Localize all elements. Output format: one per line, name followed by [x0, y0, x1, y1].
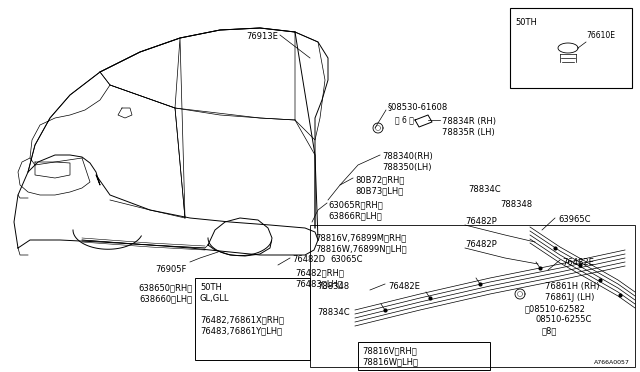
Text: 78834C: 78834C — [317, 308, 349, 317]
Bar — [195, 278, 310, 360]
Text: 78816V〈RH〉: 78816V〈RH〉 — [362, 346, 417, 355]
Text: 76482,76861X〈RH〉: 76482,76861X〈RH〉 — [200, 315, 284, 324]
Text: 638650〈RH〉: 638650〈RH〉 — [139, 283, 193, 292]
Text: 788340(RH): 788340(RH) — [382, 152, 433, 161]
Text: 76861J (LH): 76861J (LH) — [545, 293, 595, 302]
Text: 63866R〈LH〉: 63866R〈LH〉 — [328, 211, 381, 220]
Text: 80B72〈RH〉: 80B72〈RH〉 — [355, 175, 404, 184]
Text: 80B73〈LH〉: 80B73〈LH〉 — [355, 186, 403, 195]
Text: 76610E: 76610E — [586, 31, 615, 40]
Text: 76913E: 76913E — [246, 32, 278, 41]
Text: 78816W〈LH〉: 78816W〈LH〉 — [362, 357, 418, 366]
Text: 78834C: 78834C — [468, 185, 500, 194]
Text: 638660〈LH〉: 638660〈LH〉 — [140, 294, 193, 303]
Text: 〈 6 〉: 〈 6 〉 — [395, 115, 414, 124]
Text: 08510-6255C: 08510-6255C — [535, 315, 591, 324]
Text: 〈8〉: 〈8〉 — [542, 326, 557, 335]
Text: §08530-61608: §08530-61608 — [388, 102, 448, 111]
Text: 76482D: 76482D — [292, 255, 325, 264]
Text: A766A0057: A766A0057 — [594, 360, 630, 365]
Text: 76482E: 76482E — [388, 282, 420, 291]
Text: 63065R〈RH〉: 63065R〈RH〉 — [328, 200, 383, 209]
Text: 788350(LH): 788350(LH) — [382, 163, 431, 172]
Text: Ⓢ08510-62582: Ⓢ08510-62582 — [525, 304, 586, 313]
Text: 788348: 788348 — [317, 282, 349, 291]
Text: 78816W,76899N〈LH〉: 78816W,76899N〈LH〉 — [315, 244, 406, 253]
Text: 76483〈LH〉: 76483〈LH〉 — [295, 279, 343, 288]
Bar — [310, 225, 635, 367]
Text: 63965C: 63965C — [558, 215, 591, 224]
Text: 78816V,76899M〈RH〉: 78816V,76899M〈RH〉 — [315, 233, 406, 242]
Text: GL,GLL: GL,GLL — [200, 294, 230, 303]
Text: 76482P: 76482P — [465, 240, 497, 249]
Text: 76905F: 76905F — [155, 265, 186, 274]
Text: 63065C: 63065C — [330, 255, 362, 264]
Text: 78835R (LH): 78835R (LH) — [442, 128, 495, 137]
Text: 78834R (RH): 78834R (RH) — [442, 117, 496, 126]
Text: 76483,76861Y〈LH〉: 76483,76861Y〈LH〉 — [200, 326, 282, 335]
Text: 76861H (RH): 76861H (RH) — [545, 282, 600, 291]
Text: 76482〈RH〉: 76482〈RH〉 — [295, 268, 344, 277]
Bar — [358, 342, 490, 370]
Text: 76482E: 76482E — [562, 258, 594, 267]
Text: 50TH: 50TH — [515, 18, 537, 27]
Bar — [510, 8, 632, 88]
Text: 788348: 788348 — [500, 200, 532, 209]
Text: 50TH: 50TH — [200, 283, 222, 292]
Text: 76482P: 76482P — [465, 217, 497, 226]
